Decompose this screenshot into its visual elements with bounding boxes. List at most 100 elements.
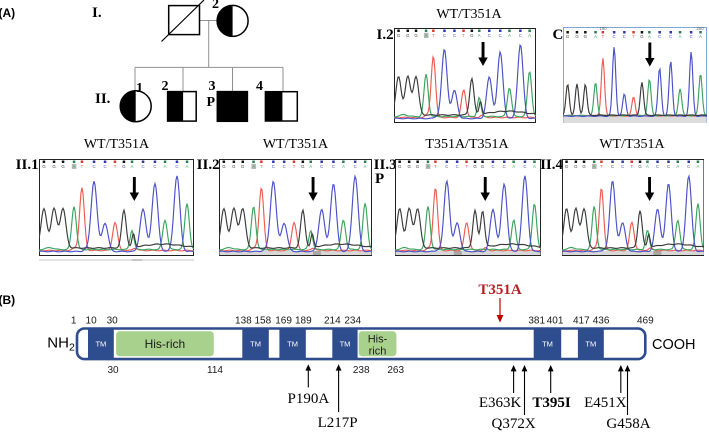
svg-text:TM: TM (542, 340, 553, 349)
svg-text:COOH: COOH (652, 337, 696, 353)
svg-text:TM: TM (95, 340, 106, 349)
svg-text:C: C (283, 164, 286, 169)
svg-text:G: G (584, 34, 588, 39)
svg-text:C: C (523, 164, 526, 169)
svg-text:381: 381 (528, 315, 545, 326)
svg-text:C: C (455, 164, 458, 169)
svg-text:417: 417 (573, 315, 590, 326)
svg-text:A: A (512, 164, 515, 169)
svg-text:T: T (632, 34, 635, 39)
svg-text:C: C (690, 34, 693, 39)
svg-text:C: C (613, 34, 616, 39)
svg-text:C: C (320, 164, 323, 169)
svg-text:138: 138 (235, 315, 252, 326)
svg-text:T: T (462, 33, 465, 38)
svg-text:G: G (481, 164, 485, 169)
svg-text:G: G (222, 164, 226, 169)
svg-text:10: 10 (86, 315, 98, 326)
svg-text:G: G (52, 164, 56, 169)
svg-text:C: C (272, 164, 275, 169)
svg-text:G: G (414, 33, 418, 38)
svg-text:C: C (669, 34, 672, 39)
svg-text:214: 214 (324, 315, 341, 326)
svg-text:189: 189 (295, 315, 312, 326)
svg-text:A: A (478, 33, 481, 38)
svg-text:C: C (332, 164, 335, 169)
svg-text:A: A (533, 164, 536, 169)
svg-text:G: G (406, 33, 410, 38)
svg-text:T: T (260, 164, 263, 169)
svg-text:TM: TM (287, 340, 298, 349)
svg-text:G: G (575, 34, 579, 39)
svg-text:G: G (574, 164, 578, 169)
svg-text:T: T (465, 164, 468, 169)
svg-text:A: A (594, 34, 597, 39)
svg-text:A: A (592, 164, 595, 169)
svg-text:T: T (81, 164, 84, 169)
svg-text:G: G (638, 164, 642, 169)
svg-text:G: G (122, 164, 126, 169)
svg-text:C: C (92, 164, 95, 169)
svg-text:401: 401 (547, 315, 564, 326)
svg-text:C: C (502, 164, 505, 169)
svg-text:C: C (445, 164, 448, 169)
svg-text:G: G (407, 164, 411, 169)
svg-text:C: C (488, 33, 491, 38)
svg-text:E451X: E451X (584, 395, 627, 411)
svg-text:TM: TM (250, 340, 261, 349)
svg-text:T: T (293, 164, 296, 169)
svg-text:A: A (342, 164, 345, 169)
svg-text:G458A: G458A (606, 416, 650, 432)
svg-text:A: A (426, 164, 429, 169)
svg-text:T: T (630, 164, 633, 169)
svg-text:T: T (114, 164, 117, 169)
svg-text:C: C (621, 164, 624, 169)
svg-text:G: G (582, 164, 586, 169)
svg-text:G: G (566, 34, 570, 39)
svg-text:C: C (491, 164, 494, 169)
svg-text:234: 234 (344, 315, 361, 326)
svg-text:C: C (656, 164, 659, 169)
svg-text:190: 190 (599, 27, 607, 31)
svg-text:TM: TM (340, 340, 351, 349)
svg-text:G: G (301, 164, 305, 169)
svg-text:C: C (453, 33, 456, 38)
svg-text:1: 1 (71, 315, 77, 326)
svg-text:E363K: E363K (479, 395, 522, 411)
svg-text:A: A (508, 33, 511, 38)
svg-text:G: G (241, 164, 245, 169)
svg-text:His-rich: His-rich (145, 337, 186, 351)
svg-text:TM: TM (585, 340, 596, 349)
svg-text:C: C (519, 33, 522, 38)
svg-text:C: C (141, 164, 144, 169)
svg-text:A: A (309, 164, 312, 169)
svg-text:A: A (699, 34, 702, 39)
svg-text:G: G (640, 34, 644, 39)
svg-text:A: A (676, 164, 679, 169)
svg-text:A: A (696, 164, 699, 169)
svg-text:T: T (432, 33, 435, 38)
svg-text:T351A: T351A (478, 282, 522, 298)
svg-text:C: C (667, 164, 670, 169)
svg-text:L217P: L217P (318, 415, 358, 431)
svg-text:G: G (470, 33, 474, 38)
svg-text:169: 169 (275, 315, 292, 326)
svg-text:A: A (186, 164, 189, 169)
svg-text:A: A (73, 164, 76, 169)
svg-text:G: G (416, 164, 420, 169)
svg-text:114: 114 (207, 365, 223, 376)
svg-text:T: T (434, 164, 437, 169)
svg-text:C: C (687, 164, 690, 169)
svg-text:238: 238 (353, 365, 370, 376)
svg-text:200: 200 (696, 27, 704, 31)
svg-text:T: T (600, 164, 603, 169)
svg-text:A: A (648, 34, 651, 39)
svg-text:G: G (398, 164, 402, 169)
svg-text:158: 158 (254, 315, 271, 326)
svg-text:G: G (232, 164, 236, 169)
svg-text:A: A (252, 164, 255, 169)
svg-text:A: A (164, 164, 167, 169)
svg-text:A: A (364, 164, 367, 169)
svg-text:G: G (42, 164, 46, 169)
svg-text:436: 436 (593, 315, 610, 326)
